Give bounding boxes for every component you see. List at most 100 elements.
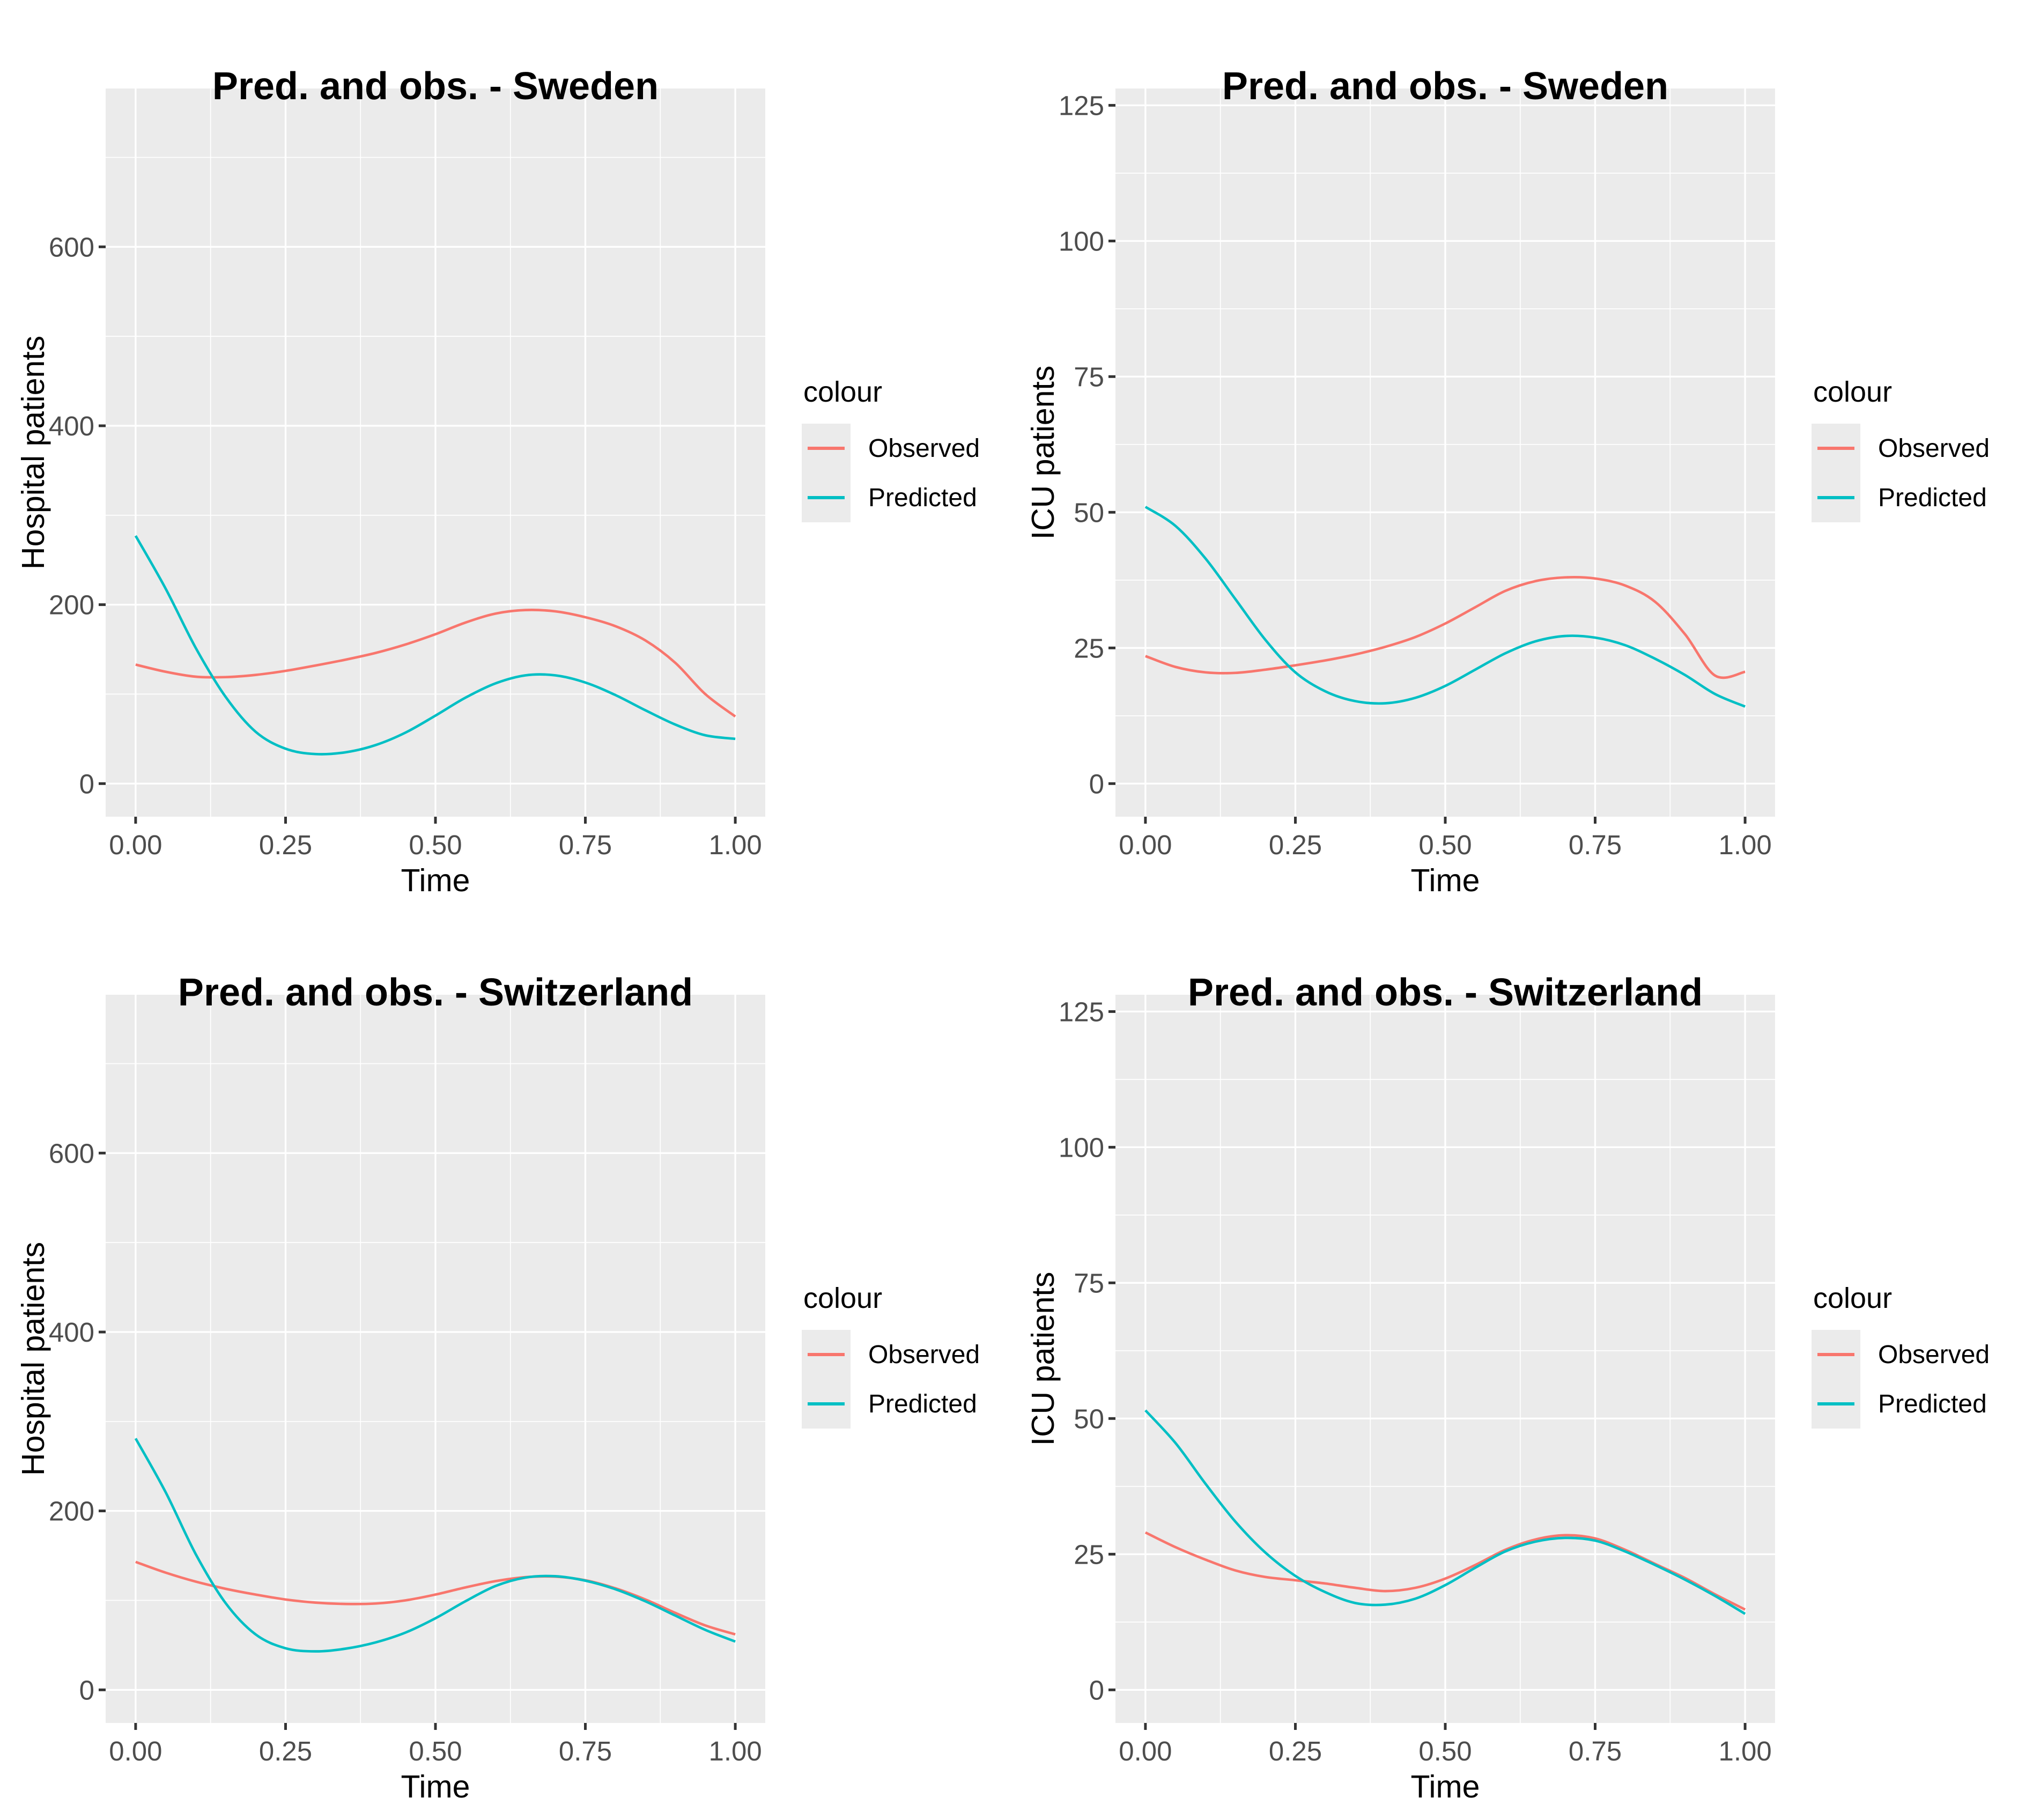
svg-text:0: 0	[1089, 768, 1104, 799]
svg-text:1.00: 1.00	[1718, 1736, 1771, 1766]
svg-text:1.00: 1.00	[708, 830, 762, 860]
plot-area: 0.00 0.25 0.50 0.75 1.00 0 200 400 600	[49, 88, 765, 860]
y-axis-title: ICU patients	[1025, 1271, 1061, 1446]
svg-text:200: 200	[49, 1496, 94, 1527]
svg-text:0.00: 0.00	[109, 830, 162, 860]
plot-area: 0.00 0.25 0.50 0.75 1.00 0 200 400 600	[49, 995, 765, 1766]
svg-text:50: 50	[1074, 1403, 1104, 1434]
svg-text:0: 0	[79, 768, 94, 799]
legend-key	[1812, 1379, 1860, 1429]
legend-label: Predicted	[1878, 483, 1987, 512]
legend-label: Observed	[1878, 434, 1990, 463]
legend-key	[802, 1330, 851, 1379]
svg-text:125: 125	[1059, 90, 1104, 121]
legend-label: Observed	[868, 434, 980, 463]
legend-item-observed: Observed	[799, 424, 980, 473]
svg-text:0.25: 0.25	[259, 1736, 312, 1766]
plot-area: 0.00 0.25 0.50 0.75 1.00 0 25 50 75 100 125	[1059, 995, 1775, 1766]
y-axis-title: Hospital patients	[16, 335, 51, 570]
legend-title: colour	[1813, 376, 1893, 408]
svg-text:0.75: 0.75	[559, 830, 612, 860]
legend-item-predicted: Predicted	[799, 1379, 980, 1429]
predicted-line-swatch	[808, 1402, 845, 1405]
svg-text:0.25: 0.25	[259, 830, 312, 860]
observed-line-swatch	[808, 447, 845, 450]
chart-title: Pred. and obs. - Switzerland	[1187, 971, 1703, 1014]
svg-text:100: 100	[1059, 1132, 1104, 1163]
svg-text:0.25: 0.25	[1269, 1736, 1322, 1766]
chart-title: Pred. and obs. - Sweden	[212, 64, 659, 108]
predicted-line-swatch	[808, 496, 845, 499]
svg-text:0.50: 0.50	[409, 1736, 462, 1766]
legend-key	[802, 424, 851, 473]
chart-title: Pred. and obs. - Switzerland	[178, 971, 693, 1014]
legend: colour Observed Predicted	[799, 1282, 980, 1429]
svg-text:75: 75	[1074, 1268, 1104, 1298]
svg-text:0: 0	[79, 1675, 94, 1705]
svg-text:600: 600	[49, 1138, 94, 1168]
svg-text:0.00: 0.00	[1119, 1736, 1172, 1766]
legend-title: colour	[803, 1282, 883, 1314]
svg-text:0: 0	[1089, 1675, 1104, 1705]
predicted-line-swatch	[1817, 496, 1854, 499]
legend-title: colour	[803, 376, 883, 408]
svg-text:0.25: 0.25	[1269, 830, 1322, 860]
legend-key	[1812, 424, 1860, 473]
svg-text:1.00: 1.00	[1718, 830, 1771, 860]
x-axis-title: Time	[1410, 1769, 1480, 1804]
svg-text:600: 600	[49, 232, 94, 262]
legend-item-predicted: Predicted	[1809, 1379, 1990, 1429]
chart-sweden-icu: 0.00 0.25 0.50 0.75 1.00 0 25 50 75 100 125 Pred. …	[1010, 0, 2018, 906]
svg-text:0.50: 0.50	[1418, 830, 1472, 860]
svg-text:400: 400	[49, 411, 94, 441]
svg-text:1.00: 1.00	[708, 1736, 762, 1766]
legend-title: colour	[1813, 1282, 1893, 1314]
observed-line-swatch	[1817, 447, 1854, 450]
svg-text:0.75: 0.75	[1569, 830, 1622, 860]
svg-text:200: 200	[49, 590, 94, 620]
svg-text:25: 25	[1074, 1539, 1104, 1570]
legend-item-predicted: Predicted	[1809, 473, 1990, 522]
svg-text:0.00: 0.00	[1119, 830, 1172, 860]
svg-text:0.75: 0.75	[559, 1736, 612, 1766]
legend-key	[802, 1379, 851, 1429]
svg-text:25: 25	[1074, 633, 1104, 663]
legend-item-observed: Observed	[1809, 424, 1990, 473]
legend: colour Observed Predicted	[799, 375, 980, 522]
legend-item-predicted: Predicted	[799, 473, 980, 522]
observed-line-swatch	[1817, 1353, 1854, 1356]
svg-text:100: 100	[1059, 226, 1104, 256]
legend: colour Observed Predicted	[1809, 1282, 1990, 1429]
x-axis-title: Time	[401, 863, 470, 898]
legend-label: Predicted	[868, 483, 977, 512]
x-axis-title: Time	[401, 1769, 470, 1804]
legend-key	[1812, 473, 1860, 522]
svg-text:0.75: 0.75	[1569, 1736, 1622, 1766]
svg-text:0.50: 0.50	[409, 830, 462, 860]
svg-text:0.50: 0.50	[1418, 1736, 1472, 1766]
legend-label: Predicted	[868, 1389, 977, 1418]
predicted-line-swatch	[1817, 1402, 1854, 1405]
svg-text:50: 50	[1074, 497, 1104, 528]
legend: colour Observed Predicted	[1809, 375, 1990, 522]
chart-title: Pred. and obs. - Sweden	[1222, 64, 1669, 108]
y-axis-title: Hospital patients	[16, 1241, 51, 1476]
legend-item-observed: Observed	[799, 1330, 980, 1379]
svg-text:125: 125	[1059, 996, 1104, 1027]
y-axis-title: ICU patients	[1025, 365, 1061, 540]
x-axis-title: Time	[1410, 863, 1480, 898]
observed-line-swatch	[808, 1353, 845, 1356]
legend-label: Observed	[1878, 1340, 1990, 1369]
legend-label: Predicted	[1878, 1389, 1987, 1418]
legend-key	[1812, 1330, 1860, 1379]
svg-text:400: 400	[49, 1317, 94, 1348]
svg-text:75: 75	[1074, 361, 1104, 392]
plot-area: 0.00 0.25 0.50 0.75 1.00 0 25 50 75 100 125	[1059, 88, 1775, 860]
chart-switzerland-icu: 0.00 0.25 0.50 0.75 1.00 0 25 50 75 100 125 Pred. …	[1010, 906, 2018, 1820]
chart-switzerland-hospital: 0.00 0.25 0.50 0.75 1.00 0 200 400 600 Pred. and…	[0, 906, 1009, 1820]
legend-key	[802, 473, 851, 522]
chart-sweden-hospital: 0.00 0.25 0.50 0.75 1.00 0 200 400 600 Pred. and…	[0, 0, 1009, 906]
legend-item-observed: Observed	[1809, 1330, 1990, 1379]
legend-label: Observed	[868, 1340, 980, 1369]
